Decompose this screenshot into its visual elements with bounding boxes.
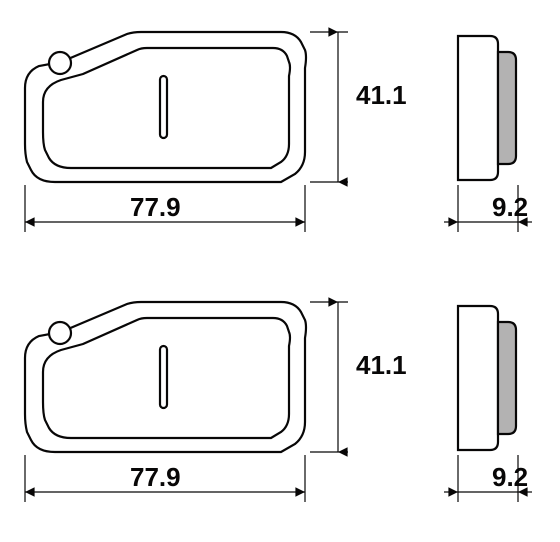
dim-label-top-side-width: 9.2 [492,192,528,223]
dim-label-bottom-side-width: 9.2 [492,462,528,493]
pad-bottom-front [25,302,306,452]
mounting-hole-icon [49,322,71,344]
pad-bottom-side [458,306,516,450]
slot-icon [160,346,167,408]
slot-icon [160,76,167,138]
dim-top-height [310,32,348,182]
dim-label-top-width: 77.9 [130,192,181,223]
dim-bottom-height [310,302,348,452]
pad-top-side [458,36,516,180]
pad-top-front [25,32,306,182]
dim-label-bottom-width: 77.9 [130,462,181,493]
dim-label-bottom-height: 41.1 [356,350,407,381]
diagram-canvas [0,0,560,542]
mounting-hole-icon [49,52,71,74]
dim-label-top-height: 41.1 [356,80,407,111]
